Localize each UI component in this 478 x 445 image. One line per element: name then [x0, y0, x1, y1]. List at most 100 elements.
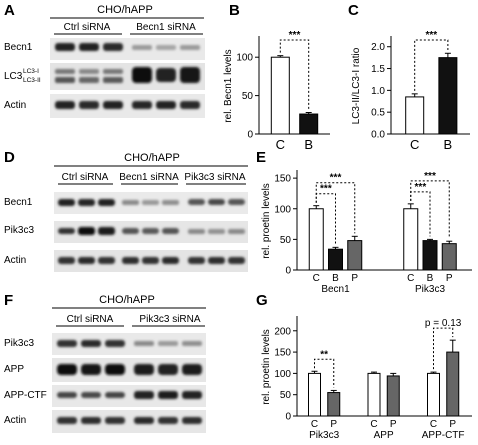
group-label: Becn1 [321, 284, 350, 295]
blot-band [180, 67, 200, 83]
x-tick-label: P [330, 419, 337, 430]
blot-band [98, 199, 115, 206]
blot-band [142, 200, 159, 205]
blot-band [134, 341, 154, 346]
blot-band [182, 364, 202, 375]
blot-band [132, 67, 152, 83]
cell-line-label: CHO/hAPP [97, 4, 153, 16]
blot-band [208, 257, 225, 264]
blot-band [57, 364, 77, 375]
y-tick-label: 100 [236, 53, 253, 64]
blot-band [57, 340, 77, 347]
panel-letter-g: G [256, 292, 268, 309]
bar [405, 96, 425, 135]
panel-letter-a: A [4, 2, 15, 19]
blot-band [134, 391, 154, 399]
significance-label: *** [320, 184, 332, 195]
bar [299, 113, 319, 135]
panel-letter-c: C [348, 2, 359, 19]
panel-letter-d: D [4, 149, 15, 166]
blot-band [188, 257, 205, 264]
blot-band [105, 364, 125, 375]
blot-band [122, 200, 139, 205]
significance-label: *** [415, 182, 427, 193]
y-tick-label: 100 [274, 204, 291, 215]
blot-band [208, 199, 225, 205]
blot-band [158, 341, 178, 346]
blot-band [103, 77, 123, 83]
cell-line-label: CHO/hAPP [99, 294, 155, 306]
row-label-actin: Actin [4, 255, 26, 266]
blot-band [122, 257, 139, 264]
x-tick-label: P [446, 273, 453, 284]
blot-band [162, 257, 179, 264]
blot-band [228, 199, 245, 205]
row-label-app-ctf: APP-CTF [4, 390, 47, 401]
blot-band [103, 101, 123, 109]
blot-strip [52, 358, 206, 382]
blot-band [158, 364, 178, 375]
significance-label: *** [425, 30, 437, 41]
blot-band [79, 69, 99, 74]
row-label-becn1: Becn1 [4, 197, 33, 208]
group-label: Pik3c3 [415, 284, 445, 295]
group-label: APP [374, 430, 394, 441]
bar [367, 372, 381, 417]
y-tick-label: 150 [274, 174, 291, 185]
blot-band [55, 69, 75, 74]
significance-bracket [314, 358, 335, 388]
y-tick-label: 1.0 [371, 86, 385, 97]
blot-band [132, 101, 152, 109]
blot-band [156, 45, 176, 50]
y-tick-label: 50 [280, 390, 292, 401]
blot-band [79, 77, 99, 83]
blot-band [103, 43, 123, 51]
x-tick-label: P [351, 273, 358, 284]
y-tick-label: 0 [285, 412, 291, 423]
significance-label: *** [289, 30, 301, 41]
blot-band [134, 364, 154, 375]
row-label-app: APP [4, 364, 24, 375]
blot-band [158, 417, 178, 424]
blot-panel-a: CHO/hAPP Ctrl siRNA Becn1 siRNA Becn1 LC… [4, 4, 205, 118]
blot-strip [52, 333, 206, 355]
bar [427, 372, 440, 417]
y-tick-label: 50 [242, 91, 254, 102]
bar [308, 372, 321, 417]
y-axis-label: LC3-II/LC3-I ratio [351, 47, 362, 124]
band-label-lc3-ii: LC3-II [23, 77, 41, 84]
row-label-actin: Actin [4, 415, 26, 426]
x-tick-label: P [390, 419, 397, 430]
row-label-lc3: LC3 [4, 71, 23, 82]
significance-bracket [315, 182, 356, 234]
bar [270, 56, 290, 135]
blot-band [58, 228, 75, 234]
y-tick-label: 0.5 [371, 108, 385, 119]
blot-band [57, 417, 77, 424]
y-axis-label: rel. proetin levels [261, 329, 272, 405]
blot-band [188, 229, 205, 234]
significance-bracket [433, 327, 454, 370]
blot-band [156, 101, 176, 109]
blot-band [98, 227, 115, 235]
blot-band [105, 417, 125, 424]
x-tick-label: B [332, 273, 339, 284]
blot-band [81, 340, 101, 347]
bar [308, 208, 324, 271]
blot-band [208, 229, 225, 234]
row-label-pik3c3: Pik3c3 [4, 225, 34, 236]
x-tick-label: P [449, 419, 456, 430]
blot-band [158, 391, 178, 399]
bar [446, 351, 460, 417]
x-tick-label: C [430, 419, 437, 430]
x-tick-label: B [304, 137, 313, 152]
bar [438, 57, 458, 135]
blot-band [105, 392, 125, 398]
bar [327, 392, 341, 417]
x-tick-label: C [313, 273, 320, 284]
blot-band [180, 101, 200, 109]
blot-band [182, 391, 202, 399]
blot-strip [50, 63, 205, 90]
